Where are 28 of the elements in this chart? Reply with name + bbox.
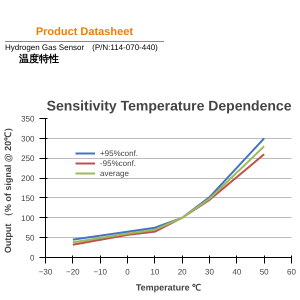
text: 温度特性	[18, 53, 60, 68]
y-tick-label: 100	[21, 214, 36, 223]
x-tick-label: −10	[93, 268, 108, 276]
x-tick-label: 60	[287, 268, 296, 276]
legend-label: average	[100, 168, 129, 178]
y-tick-label: 350	[21, 114, 36, 124]
legend-label: -95%conf.	[100, 158, 136, 168]
x-tick-label: 50	[260, 268, 270, 276]
y-tick-label: 150	[21, 194, 36, 203]
legend-label: +95%conf.	[100, 148, 138, 158]
y-tick-label: 300	[21, 134, 36, 144]
x-tick-label: −30	[38, 268, 53, 276]
chart-title: Sensitivity Temperature Dependence	[46, 98, 292, 114]
text: Product Datasheet	[34, 25, 134, 40]
x-tick-label: 20	[178, 268, 188, 276]
x-tick-label: 10	[150, 268, 160, 276]
x-tick-label: −20	[66, 268, 80, 276]
x-tick-label: 40	[232, 268, 242, 276]
x-tick-label: 30	[205, 268, 214, 276]
y-tick-label: 0	[30, 254, 36, 262]
y-tick-label: 50	[26, 234, 36, 243]
y-tick-label: 250	[21, 154, 36, 164]
y-tick-label: 200	[21, 174, 36, 184]
text: Hydrogen Gas Sensor	[5, 42, 84, 53]
text: (P/N:114-070-440)	[92, 42, 158, 54]
x-axis-title: Temperature ℃	[136, 282, 202, 292]
x-tick-label: 0	[125, 268, 130, 276]
y-axis-title: Output （% of signal @ 20℃）	[3, 122, 14, 254]
